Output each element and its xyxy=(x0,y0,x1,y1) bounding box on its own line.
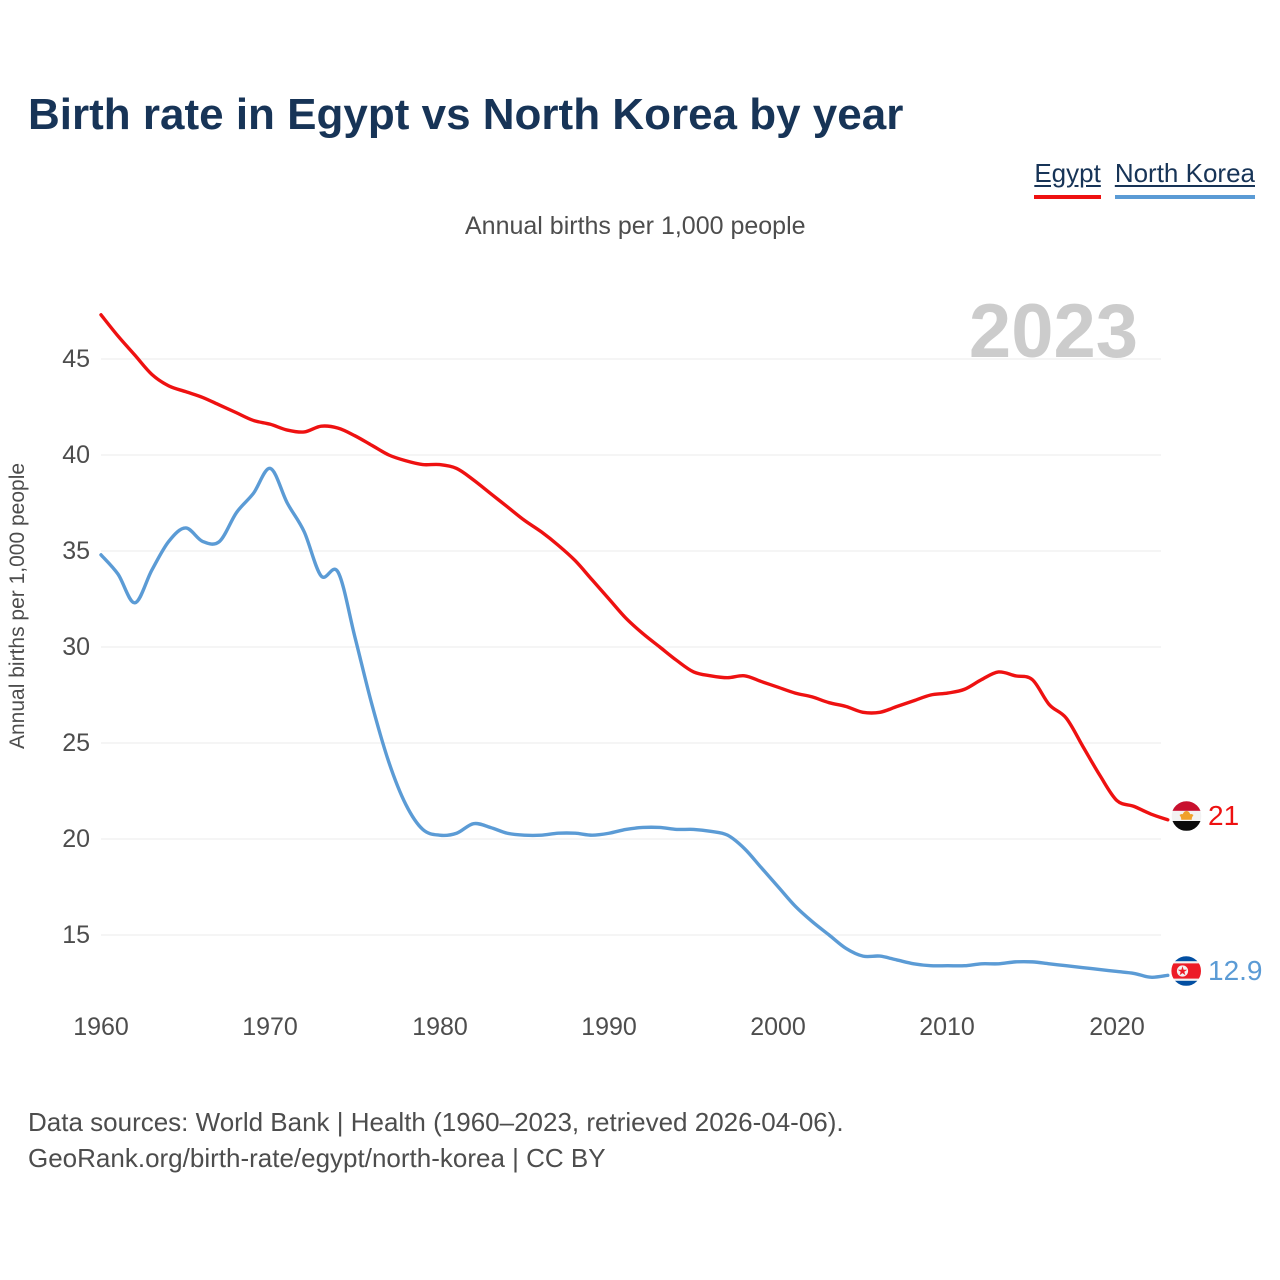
svg-text:2000: 2000 xyxy=(750,1013,806,1041)
svg-text:15: 15 xyxy=(62,921,90,949)
svg-text:2020: 2020 xyxy=(1089,1013,1145,1041)
svg-text:40: 40 xyxy=(62,441,90,469)
svg-text:30: 30 xyxy=(62,633,90,661)
svg-text:21: 21 xyxy=(1208,800,1239,831)
svg-text:1970: 1970 xyxy=(242,1013,298,1041)
svg-text:1990: 1990 xyxy=(581,1013,637,1041)
svg-text:12.9: 12.9 xyxy=(1208,955,1263,986)
svg-text:35: 35 xyxy=(62,537,90,565)
svg-text:20: 20 xyxy=(62,825,90,853)
svg-text:45: 45 xyxy=(62,345,90,373)
svg-text:1980: 1980 xyxy=(412,1013,468,1041)
svg-text:2010: 2010 xyxy=(919,1013,975,1041)
svg-text:25: 25 xyxy=(62,729,90,757)
svg-text:1960: 1960 xyxy=(73,1013,129,1041)
